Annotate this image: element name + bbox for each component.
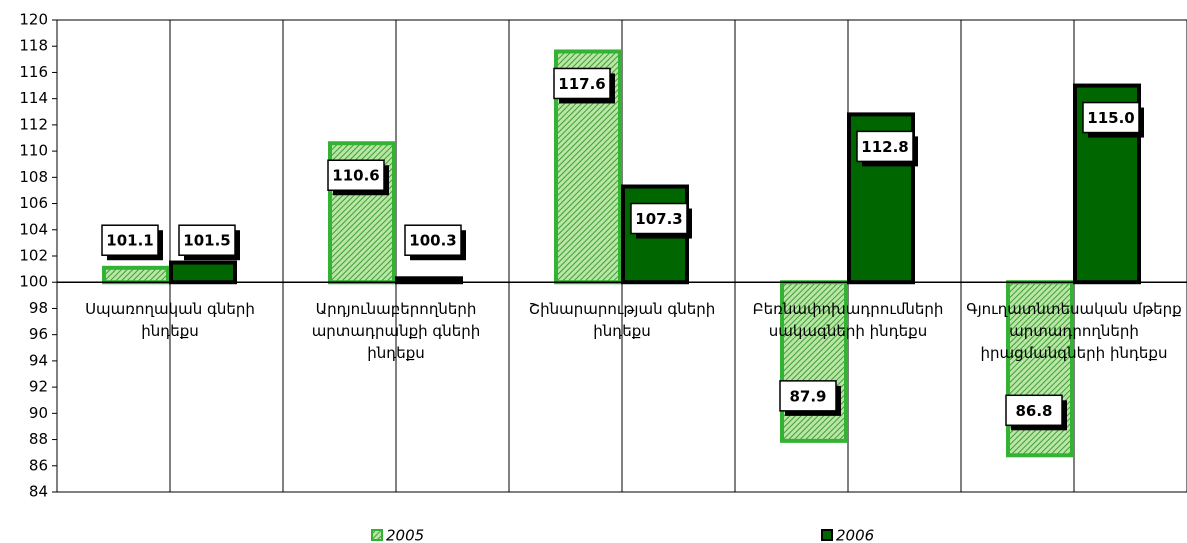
legend-swatch [371, 529, 383, 541]
y-tick-label: 112 [19, 115, 48, 133]
value-label: 100.3 [409, 232, 456, 250]
y-tick-label: 108 [19, 168, 48, 186]
legend-label: 2006 [836, 527, 874, 543]
value-label-box [1005, 394, 1063, 427]
value-label: 115.0 [1087, 109, 1134, 127]
y-tick-label: 92 [29, 378, 48, 396]
y-tick-label: 118 [19, 37, 48, 55]
x-tick-label: Բեռնափոխադրումների սակագների ինդեքս [752, 300, 944, 341]
y-tick-label: 96 [29, 325, 48, 343]
value-label: 112.8 [861, 138, 908, 156]
y-tick-label: 88 [29, 430, 48, 448]
bar [169, 260, 237, 285]
bar [102, 265, 170, 285]
value-label: 87.9 [789, 387, 826, 405]
y-tick-label: 90 [29, 404, 48, 422]
value-label-box [327, 159, 385, 191]
value-label-box [178, 224, 236, 256]
x-tick-label: Գյուղատնտեսական մթերք արտադրողների իրացմ… [966, 300, 1182, 363]
x-tick-label: Արդյունաբերողների արտադրանքի գների ինդեք… [311, 300, 481, 363]
legend-label: 2005 [386, 527, 424, 543]
y-tick-label: 120 [19, 11, 48, 29]
y-tick-label: 102 [19, 247, 48, 265]
value-label-box [404, 224, 462, 256]
y-tick-label: 94 [29, 351, 48, 369]
value-label-box [101, 224, 159, 256]
value-label: 86.8 [1015, 402, 1052, 420]
value-label: 101.1 [106, 232, 153, 250]
value-label: 110.6 [332, 167, 379, 185]
value-label: 101.5 [183, 232, 230, 250]
value-label-box [553, 67, 611, 100]
y-tick-label: 100 [19, 273, 48, 291]
value-label-box [1082, 101, 1140, 134]
y-tick-label: 106 [19, 194, 48, 212]
value-label-box [630, 202, 688, 235]
y-tick-label: 116 [19, 63, 48, 81]
value-label-box [856, 130, 914, 163]
legend-swatch [821, 529, 833, 541]
y-tick-label: 114 [19, 89, 48, 107]
y-tick-label: 84 [29, 483, 48, 501]
x-tick-label: Սպառողական գների ինդեքս [85, 300, 255, 341]
value-label-box [779, 380, 837, 412]
y-tick-label: 86 [29, 456, 48, 474]
y-tick-label: 104 [19, 220, 48, 238]
y-tick-label: 110 [19, 142, 48, 160]
x-tick-label: Շինարարության գների ինդեքս [528, 300, 716, 341]
y-tick-label: 98 [29, 299, 48, 317]
value-label: 117.6 [558, 75, 605, 93]
value-label: 107.3 [635, 210, 682, 228]
